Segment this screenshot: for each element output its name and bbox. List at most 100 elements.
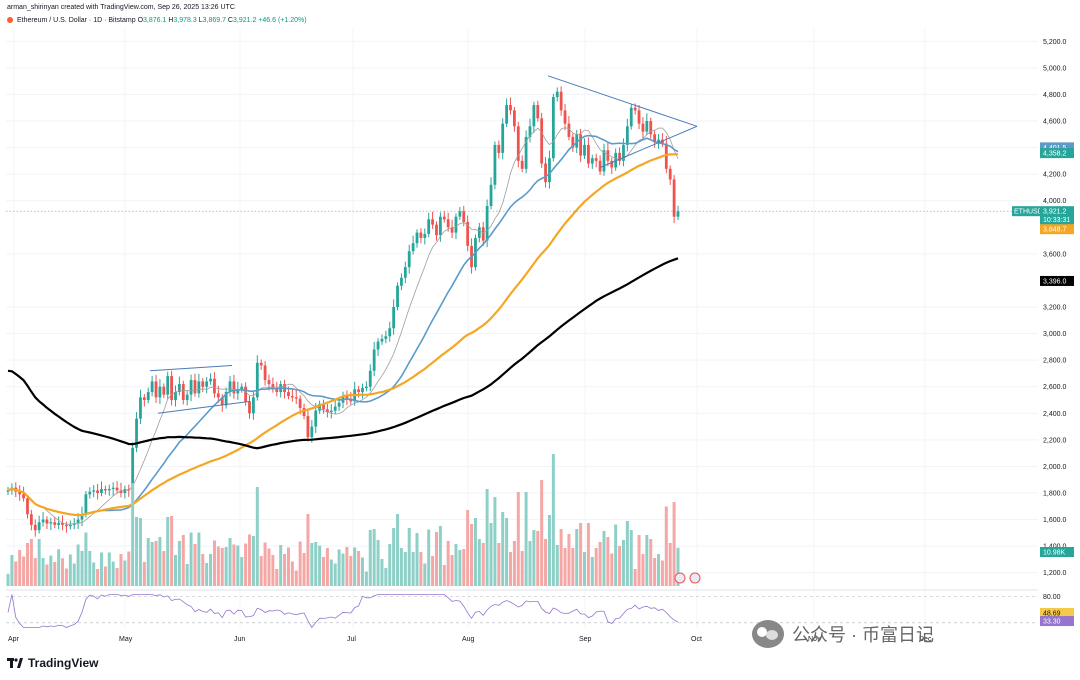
candle-body xyxy=(255,362,259,398)
tradingview-logo-text: TradingView xyxy=(28,656,99,670)
candle-body xyxy=(368,370,372,387)
volume-bar xyxy=(333,563,337,586)
us-flag-icon xyxy=(689,572,701,584)
volume-bar xyxy=(563,548,567,586)
volume-bar xyxy=(419,552,423,586)
volume-bar xyxy=(540,480,544,586)
volume-bar xyxy=(368,530,372,586)
volume-bar xyxy=(380,559,384,586)
candle-body xyxy=(267,380,271,385)
candle-body xyxy=(88,491,92,495)
candle-body xyxy=(536,105,540,119)
close-value: 3,921.2 xyxy=(232,17,257,24)
volume-bar xyxy=(458,550,462,586)
low-label: L xyxy=(198,17,203,24)
candle-body xyxy=(427,219,431,234)
candle-body xyxy=(653,134,657,143)
ma-price-tag-label: 3,396.0 xyxy=(1043,278,1066,285)
candle-body xyxy=(111,487,115,490)
candle-body xyxy=(209,378,212,382)
symbol-tag xyxy=(1012,206,1040,217)
candle-body xyxy=(664,143,668,169)
volume-bar xyxy=(181,535,185,586)
candle-body xyxy=(563,110,567,124)
volume-bar xyxy=(349,556,353,586)
candle-body xyxy=(57,522,61,525)
candle-body xyxy=(641,123,645,132)
volume-bar xyxy=(53,562,57,586)
watermark: 公众号 · 币富日记 xyxy=(752,620,934,648)
candle-body xyxy=(481,227,485,241)
tradingview-logo[interactable]: TradingView xyxy=(7,656,98,670)
candle-body xyxy=(146,392,150,400)
price-tick-label: 2,400.0 xyxy=(1043,411,1066,418)
candle-body xyxy=(435,224,438,236)
volume-bar xyxy=(37,539,41,586)
volume-bar xyxy=(450,555,454,586)
candle-body xyxy=(516,126,520,161)
volume-bar xyxy=(641,554,645,586)
change-value: +46.6 (+1.20%) xyxy=(258,17,307,24)
candle-body xyxy=(322,403,325,410)
candle-body xyxy=(162,386,166,395)
volume-bar xyxy=(528,541,532,586)
candle-body xyxy=(329,410,333,412)
volume-bar xyxy=(524,492,528,586)
candle-body xyxy=(618,152,621,161)
candle-body xyxy=(216,393,220,398)
candle-body xyxy=(364,386,368,389)
volume-bar xyxy=(676,547,680,586)
volume-bar xyxy=(154,541,158,586)
candle-body xyxy=(337,402,341,407)
volume-bar xyxy=(621,540,625,586)
candle-body xyxy=(606,150,610,161)
candle-body xyxy=(84,494,88,515)
candle-body xyxy=(407,251,411,268)
candle-body xyxy=(400,277,403,286)
candle-body xyxy=(158,386,162,398)
volume-bar xyxy=(353,547,357,586)
volume-bar xyxy=(341,553,345,586)
candle-body xyxy=(26,498,29,515)
volume-bar xyxy=(138,518,142,586)
volume-bar xyxy=(6,574,10,586)
volume-bar xyxy=(189,532,193,586)
symbol-title[interactable]: Ethereum / U.S. Dollar · 1D · Bitstamp xyxy=(16,17,136,24)
volume-bar xyxy=(590,557,594,586)
volume-bar xyxy=(598,542,602,586)
current-price-label: 3,921.2 xyxy=(1043,209,1066,216)
rsi-value-tag xyxy=(1040,607,1074,618)
candle-body xyxy=(333,406,337,411)
volume-bar xyxy=(115,568,119,586)
candle-body xyxy=(544,163,547,183)
candle-body xyxy=(306,415,310,438)
candle-body xyxy=(201,381,205,387)
candle-body xyxy=(571,136,575,148)
candle-body xyxy=(154,381,158,398)
close-label: C xyxy=(227,17,233,24)
candle-body xyxy=(181,384,185,400)
candle-body xyxy=(555,91,559,98)
volume-bar xyxy=(318,545,322,586)
volume-bar xyxy=(310,543,314,586)
candle-body xyxy=(540,118,544,164)
price-tick-label: 3,600.0 xyxy=(1043,251,1066,258)
volume-bar xyxy=(586,523,590,586)
volume-bar xyxy=(251,536,255,586)
candle-body xyxy=(287,392,290,397)
volume-bar xyxy=(135,517,139,586)
volume-bar xyxy=(516,492,520,586)
volume-bar xyxy=(306,514,310,586)
ma-price-tag xyxy=(1040,142,1074,153)
candle-body xyxy=(139,397,142,419)
volume-bar xyxy=(501,512,505,586)
ma-price-tag-label: 4,358.2 xyxy=(1043,151,1066,158)
candle-body xyxy=(458,211,462,217)
volume-bar xyxy=(594,548,598,586)
candle-body xyxy=(438,216,442,236)
candle-body xyxy=(423,233,427,238)
flag-upper-line xyxy=(149,364,233,372)
volume-bar xyxy=(446,541,450,586)
candle-body xyxy=(403,267,407,278)
